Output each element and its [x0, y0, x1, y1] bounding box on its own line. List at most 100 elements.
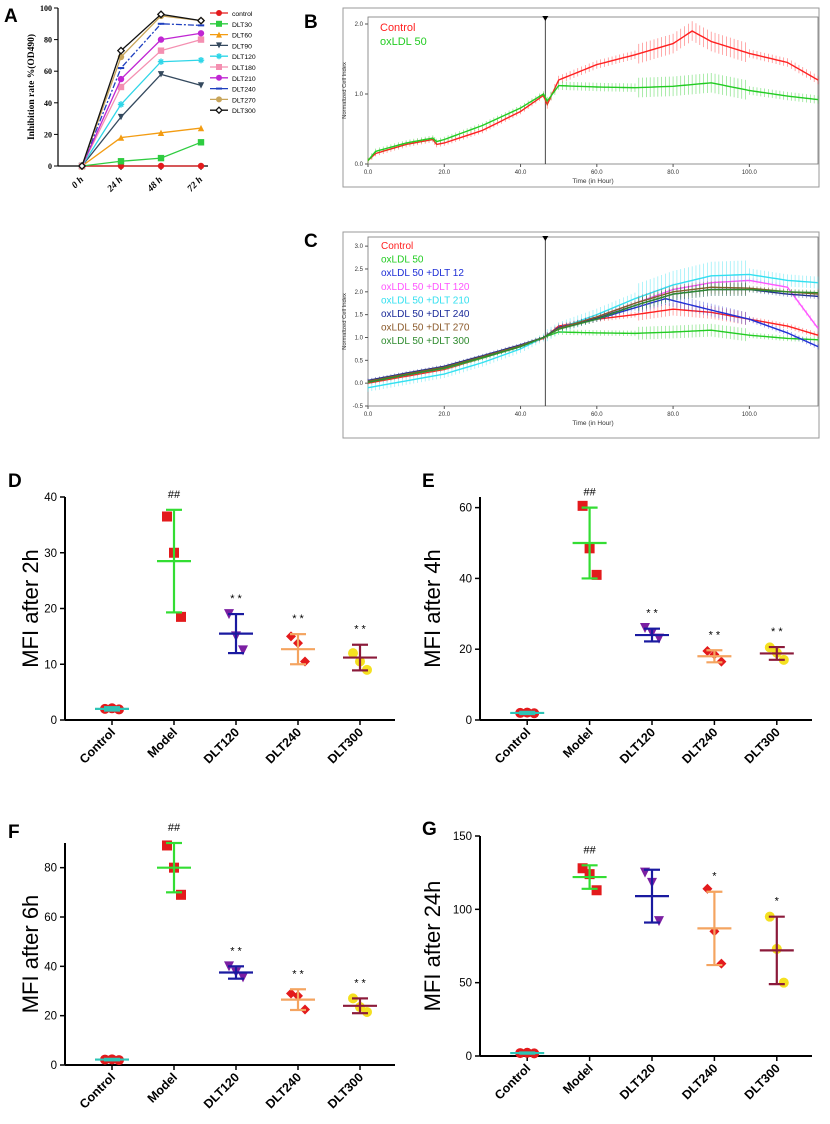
- significance-label: * *: [292, 613, 304, 625]
- x-tick-label: Model: [560, 725, 595, 760]
- y-tick-label: 40: [44, 961, 57, 973]
- panel-f-chart: 0 20 40 60 80 MFI after 6h Control Model ## DLT12…: [18, 822, 395, 1112]
- x-tick-label: 80.0: [667, 170, 679, 176]
- legend-label: oxLDL 50: [381, 255, 424, 266]
- series-line-oxLDL 50: [367, 82, 819, 161]
- panel-label: E: [422, 471, 435, 492]
- series-line-DLT300: [81, 13, 202, 167]
- significance-label: ##: [168, 822, 181, 834]
- y-tick-label: 0: [51, 715, 57, 727]
- y-axis-label: Inhibition rate %(OD490): [26, 34, 37, 140]
- y-tick-label: 40: [459, 573, 472, 585]
- panel-label: D: [8, 471, 22, 492]
- y-tick-label: 60: [459, 503, 472, 515]
- legend-label: oxLDL 50 +DLT 120: [381, 282, 470, 293]
- x-tick-label: 20.0: [438, 170, 450, 176]
- data-point: [157, 154, 165, 162]
- significance-label: * *: [646, 608, 658, 620]
- panel-d-chart: 0 10 20 30 40 MFI after 2h Control Model ## DLT12…: [18, 489, 395, 767]
- x-tick-label: Model: [560, 1061, 595, 1096]
- y-axis-label: Normalized Cell Index: [342, 62, 348, 119]
- series-line-DLT30: [81, 141, 202, 167]
- panel-b-chart: 0.0 1.0 2.0 0.0 20.0 40.0 60.0 80.0 100.0 Time (i…: [342, 7, 820, 188]
- data-point: [117, 101, 125, 108]
- data-point: [348, 648, 358, 659]
- legend-label: oxLDL 50 +DLT 300: [381, 336, 470, 347]
- y-axis-label: Normalized Cell Index: [342, 293, 348, 350]
- significance-label: ##: [168, 489, 181, 501]
- y-tick-label: 1.5: [355, 313, 364, 319]
- legend-label: Control: [381, 241, 413, 252]
- y-axis-label: MFI after 4h: [420, 549, 445, 668]
- data-point: [162, 840, 172, 851]
- data-point: [157, 36, 165, 43]
- series-line-DLT120: [81, 59, 202, 167]
- x-axis-label: Time (in Hour): [572, 420, 613, 427]
- data-point: [117, 134, 125, 141]
- legend-label: DLT300: [232, 108, 256, 115]
- y-tick-label: 60: [44, 67, 52, 76]
- legend-label: oxLDL 50 +DLT 210: [381, 295, 470, 306]
- x-tick-label: DLT240: [679, 725, 720, 766]
- data-point: [117, 75, 125, 83]
- y-tick-label: 20: [459, 644, 472, 656]
- y-tick-label: 2.5: [355, 267, 364, 273]
- x-tick-label: 48 h: [145, 175, 165, 195]
- x-tick-label: 100.0: [742, 170, 758, 176]
- x-tick-label: Model: [145, 1070, 180, 1105]
- x-tick-label: Control: [77, 1070, 118, 1111]
- x-tick-label: DLT300: [742, 725, 783, 766]
- x-tick-label: DLT300: [742, 1061, 783, 1102]
- legend-label: oxLDL 50 +DLT 12: [381, 268, 464, 279]
- y-tick-label: 2.0: [355, 22, 364, 28]
- data-point: [176, 889, 186, 900]
- series-line-DLT180: [81, 38, 202, 167]
- y-tick-label: 0: [466, 715, 472, 727]
- data-point: [156, 10, 166, 19]
- y-tick-label: 40: [44, 492, 57, 504]
- data-point: [591, 885, 602, 896]
- significance-label: * *: [354, 624, 366, 636]
- y-tick-label: 0.5: [355, 358, 364, 364]
- data-point: [778, 977, 789, 988]
- legend-label: DLT240: [232, 87, 256, 94]
- series-line-DLT90: [81, 73, 202, 167]
- data-point: [238, 972, 248, 983]
- data-point: [157, 129, 165, 137]
- x-tick-label: 0 h: [70, 175, 86, 191]
- y-tick-label: 2.0: [355, 290, 364, 296]
- y-tick-label: 40: [44, 99, 52, 108]
- panel-label: B: [304, 12, 318, 33]
- y-axis-label: MFI after 24h: [420, 881, 445, 1012]
- data-point: [286, 631, 296, 642]
- series-line-DLT210: [81, 32, 202, 167]
- treatment-marker: [542, 16, 549, 21]
- significance-label: *: [775, 896, 780, 908]
- x-tick-label: DLT300: [325, 725, 366, 766]
- legend-label: DLT60: [232, 33, 252, 40]
- significance-label: * *: [230, 945, 242, 957]
- legend-label: Control: [380, 22, 415, 34]
- data-point: [157, 47, 165, 54]
- significance-label: ##: [583, 844, 596, 856]
- data-point: [117, 113, 125, 121]
- data-point: [117, 158, 125, 165]
- y-tick-label: 20: [44, 1011, 57, 1023]
- panel-c-chart: -0.50.00.51.01.52.02.53.00.0 20.0 40.0 60.0…: [342, 231, 820, 439]
- x-tick-label: 60.0: [591, 412, 603, 418]
- legend-marker: [216, 74, 222, 81]
- legend-marker: [216, 10, 222, 16]
- legend-marker: [215, 106, 223, 115]
- x-tick-label: Control: [492, 725, 533, 766]
- significance-label: * *: [230, 593, 242, 605]
- data-point: [116, 46, 126, 55]
- legend-label: DLT90: [232, 43, 252, 50]
- data-point: [197, 162, 205, 170]
- data-point: [238, 645, 248, 656]
- x-tick-label: 24 h: [105, 175, 125, 195]
- x-tick-label: 20.0: [438, 412, 450, 418]
- significance-label: ##: [583, 487, 596, 499]
- data-point: [716, 958, 727, 969]
- y-tick-label: 3.0: [355, 244, 364, 250]
- panel-a-chart: 0 20 40 60 80 100 0 h 24 h 48 h 72 h Inhibition ra…: [26, 4, 256, 195]
